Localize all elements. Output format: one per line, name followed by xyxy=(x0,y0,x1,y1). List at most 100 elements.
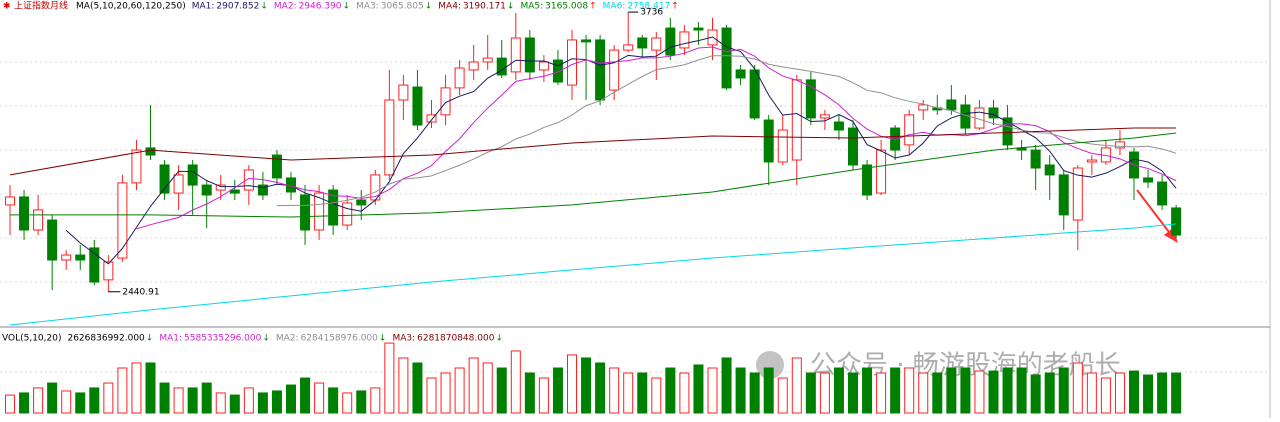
volume-bar xyxy=(595,362,606,414)
volume-bar xyxy=(426,377,437,414)
candle-body xyxy=(777,129,788,163)
volume-bar xyxy=(75,392,86,414)
candle-body xyxy=(201,184,212,196)
volume-bar xyxy=(1171,372,1182,414)
volume-bar xyxy=(567,354,577,414)
candle-body xyxy=(1030,149,1041,169)
volume-bar xyxy=(33,387,44,414)
volume-bar xyxy=(679,372,690,414)
candle-body xyxy=(904,114,915,146)
candle-body xyxy=(47,219,58,261)
candle-body xyxy=(468,61,479,71)
candle-body xyxy=(1143,177,1154,183)
volume-bar xyxy=(229,394,240,414)
candle-body xyxy=(819,114,830,119)
low-label: 2440.91 xyxy=(122,287,159,297)
legend-text: MA6: xyxy=(603,2,626,12)
volume-bar xyxy=(201,382,212,414)
volume-bar xyxy=(693,364,704,414)
volume-bar xyxy=(342,392,353,414)
moving-average-long xyxy=(10,132,1177,218)
volume-bar xyxy=(819,372,830,414)
volume-bar xyxy=(454,367,465,414)
volume-bar xyxy=(805,372,816,414)
legend-text: VOL(5,10,20) xyxy=(2,334,61,344)
volume-bar xyxy=(763,367,774,414)
volume-bar xyxy=(721,357,732,414)
legend-text: 2626836992.000 xyxy=(67,334,145,344)
legend-text: MA2: xyxy=(276,334,299,344)
candle-body xyxy=(609,49,620,91)
legend-text: 3190.171 xyxy=(463,2,506,12)
candle-body xyxy=(735,69,746,79)
legend-text: MA1: xyxy=(192,2,215,12)
volume-bar xyxy=(1143,374,1154,414)
candle-body xyxy=(159,164,170,194)
candle-body xyxy=(1072,167,1083,221)
legend-text: 2907.852 xyxy=(216,2,259,12)
volume-bar xyxy=(482,362,493,414)
volume-bar xyxy=(946,367,957,414)
candle-body xyxy=(5,196,15,206)
volume-bar xyxy=(777,377,788,414)
volume-bar xyxy=(215,392,226,414)
legend-text: MA2: xyxy=(274,2,297,12)
candle-body xyxy=(567,39,577,86)
candle-body xyxy=(833,121,844,131)
volume-bar xyxy=(159,382,170,414)
candle-body xyxy=(398,84,409,101)
legend-text: ↓ xyxy=(495,334,503,344)
volume-bar xyxy=(538,377,549,414)
volume-bar xyxy=(581,357,592,414)
legend-text: MA3: xyxy=(392,334,415,344)
legend-text: 3065.805 xyxy=(381,2,424,12)
candle-body xyxy=(595,39,606,101)
legend-text: 5585335296.000 xyxy=(184,334,262,344)
candle-body xyxy=(988,107,999,119)
volume-bar xyxy=(257,392,268,414)
candle-body xyxy=(623,44,634,51)
candle-body xyxy=(117,182,128,259)
volume-bar xyxy=(89,387,100,414)
candle-body xyxy=(763,119,774,163)
candle-body xyxy=(454,67,465,89)
candle-body xyxy=(581,39,592,43)
volume-bar xyxy=(103,382,114,414)
volume-bar xyxy=(47,382,58,414)
legend-text: 6284158976.000 xyxy=(301,334,379,344)
legend-text: MA(5,10,20,60,120,250) xyxy=(76,2,186,12)
candle-body xyxy=(1157,181,1168,206)
legend-text: ↓ xyxy=(507,2,515,12)
candle-body xyxy=(665,27,676,56)
legend-text: MA4: xyxy=(438,2,461,12)
candle-body xyxy=(356,199,367,206)
volume-bar xyxy=(791,357,802,414)
candle-body xyxy=(805,79,816,119)
candle-body xyxy=(229,189,240,194)
candle-body xyxy=(384,99,395,176)
legend-text: ↓ xyxy=(425,2,433,12)
volume-bar xyxy=(145,362,156,414)
volume-bar xyxy=(848,372,858,414)
candle-body xyxy=(510,37,521,73)
legend-text: ↑ xyxy=(671,2,679,12)
candle-body xyxy=(946,99,957,111)
volume-bar xyxy=(271,390,282,414)
moving-average xyxy=(65,36,1177,265)
candle-body xyxy=(1171,207,1182,236)
volume-bar xyxy=(510,350,521,414)
candle-body xyxy=(538,61,549,71)
legend-icon: ✱ xyxy=(3,2,11,12)
legend-text: 上证指数月线 xyxy=(14,0,68,12)
legend-text: MA5: xyxy=(520,2,543,12)
candle-body xyxy=(215,184,226,191)
candle-body xyxy=(187,164,198,186)
volume-bar xyxy=(412,362,423,414)
candle-body xyxy=(876,149,887,194)
legend-text: 6281870848.000 xyxy=(417,334,495,344)
candle-body xyxy=(679,31,690,49)
volume-bar xyxy=(173,387,184,414)
candle-body xyxy=(651,37,662,51)
moving-average-long xyxy=(9,223,1177,326)
